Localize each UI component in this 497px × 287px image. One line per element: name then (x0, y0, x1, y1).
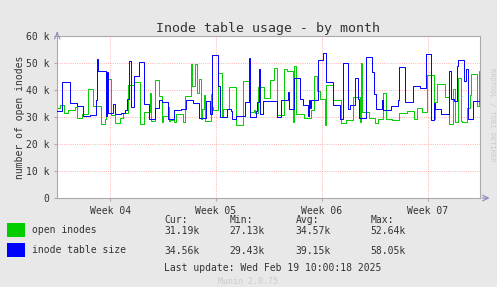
Title: Inode table usage - by month: Inode table usage - by month (157, 22, 380, 35)
Text: open inodes: open inodes (32, 225, 97, 235)
Text: 27.13k: 27.13k (230, 226, 265, 236)
Text: Munin 2.0.75: Munin 2.0.75 (219, 277, 278, 286)
Text: 31.19k: 31.19k (164, 226, 199, 236)
Text: Max:: Max: (370, 215, 394, 224)
Y-axis label: number of open inodes: number of open inodes (14, 55, 25, 179)
Text: Last update: Wed Feb 19 10:00:18 2025: Last update: Wed Feb 19 10:00:18 2025 (164, 263, 381, 273)
Text: Cur:: Cur: (164, 215, 187, 224)
Text: 29.43k: 29.43k (230, 246, 265, 256)
Text: RRDTOOL / TOBI OETIKER: RRDTOOL / TOBI OETIKER (489, 68, 495, 162)
Text: 52.64k: 52.64k (370, 226, 406, 236)
Text: 39.15k: 39.15k (296, 246, 331, 256)
Text: 58.05k: 58.05k (370, 246, 406, 256)
Text: 34.56k: 34.56k (164, 246, 199, 256)
Text: Avg:: Avg: (296, 215, 319, 224)
Text: Min:: Min: (230, 215, 253, 224)
Text: inode table size: inode table size (32, 245, 126, 255)
Text: 34.57k: 34.57k (296, 226, 331, 236)
